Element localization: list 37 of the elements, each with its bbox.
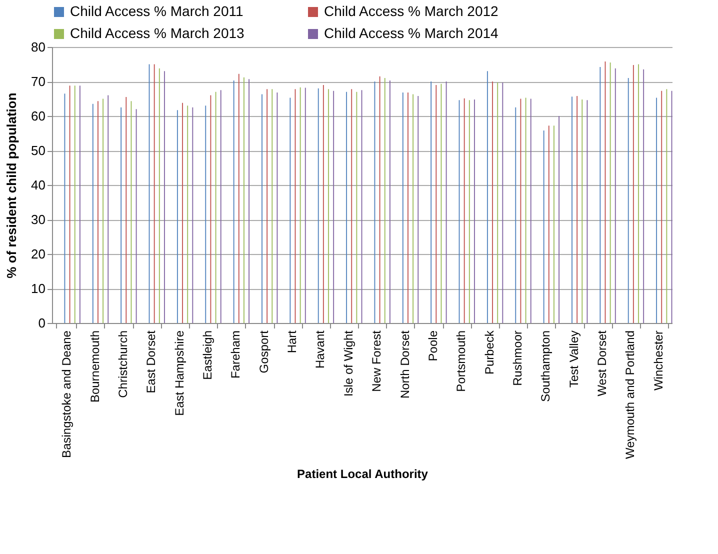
y-tick-label: 10 (31, 281, 46, 296)
legend-label: Child Access % March 2011 (70, 3, 244, 19)
x-tick-label: Fareham (228, 330, 243, 379)
x-tick-label: North Dorset (398, 330, 412, 399)
x-tick-label: Bournemouth (88, 330, 102, 403)
x-tick-label: Gosport (256, 330, 271, 374)
x-tick-label: Havant (313, 330, 328, 369)
y-tick-label: 70 (31, 74, 46, 89)
y-tick-label: 60 (31, 108, 46, 124)
x-tick-label: Eastleigh (200, 330, 214, 380)
y-tick-label: 80 (31, 40, 46, 54)
x-tick-label: Test Valley (566, 330, 581, 388)
x-tick-label: New Forest (370, 330, 384, 392)
x-tick-label: Isle of Wight (341, 330, 356, 397)
x-tick-label: East Hampshire (172, 330, 186, 416)
legend-label: Child Access % March 2014 (324, 25, 499, 41)
x-tick-label: Winchester (651, 330, 666, 391)
y-tick-label: 50 (31, 143, 46, 158)
y-tick-label: 0 (38, 316, 46, 330)
y-tick-label: 30 (31, 212, 46, 227)
x-axis-title: Patient Local Authority (297, 467, 428, 482)
x-tick-label: West Dorset (595, 330, 610, 396)
x-tick-label: Christchurch (116, 330, 130, 398)
x-tick-label: Basingstoke and Deane (60, 330, 74, 458)
y-axis-title: % of resident child population (4, 92, 20, 278)
x-tick-label: Poole (426, 330, 440, 362)
x-tick-label: Hart (285, 330, 300, 354)
legend-label: Child Access % March 2013 (70, 25, 245, 41)
legend-label: Child Access % March 2012 (324, 3, 499, 19)
x-tick-label: Southampton (538, 330, 553, 402)
x-tick-label: East Dorset (144, 330, 158, 394)
y-tick-label: 40 (31, 178, 46, 192)
x-tick-label: Purbeck (482, 330, 496, 375)
y-tick-label: 20 (31, 246, 46, 262)
x-tick-label: Rushmoor (510, 330, 524, 386)
x-tick-label: Weymouth and Portland (623, 330, 638, 460)
x-tick-label: Portsmouth (454, 330, 468, 392)
